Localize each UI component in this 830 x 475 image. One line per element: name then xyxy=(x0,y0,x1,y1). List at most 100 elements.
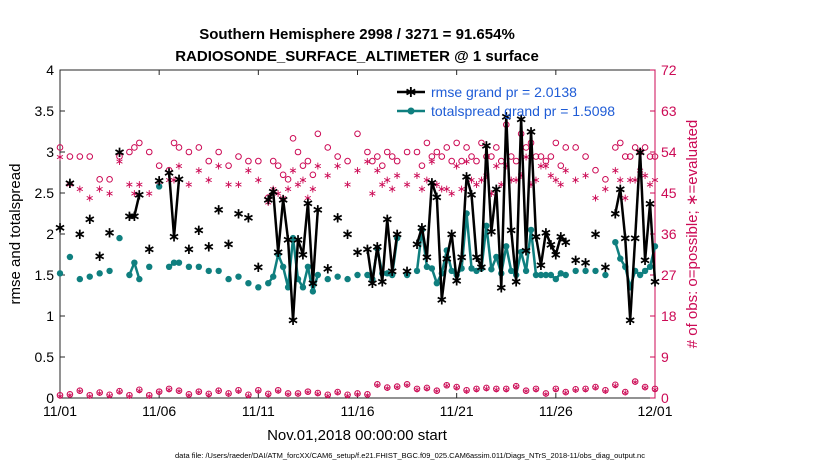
rmse-line-segment xyxy=(286,239,295,321)
totalspread-point xyxy=(612,239,619,246)
obs-possible-point xyxy=(66,391,74,398)
obs-evaluated-point: ∗ xyxy=(130,188,139,200)
obs-evaluated-point: ∗ xyxy=(115,156,124,168)
obs-evaluated-point-bottom: ∗ xyxy=(126,391,134,401)
totalspread-line-segment xyxy=(485,225,493,270)
data-file-footer: data file: /Users/raeder/DAI/ATM_forcXX/… xyxy=(175,451,645,460)
obs-possible-point xyxy=(225,162,232,169)
x-axis: 11/01 11/06 11/11 11/16 11/21 11/26 12/01 xyxy=(43,70,673,419)
totalspread-point xyxy=(602,271,609,279)
obs-evaluated-point-bottom: ∗ xyxy=(274,386,282,396)
obs-evaluated-point-bottom: ∗ xyxy=(602,386,610,396)
obs-evaluated-point-bottom: ∗ xyxy=(463,386,471,396)
obs-evaluated-point: ∗ xyxy=(308,183,317,195)
obs-possible-point xyxy=(542,390,550,397)
obs-evaluated-point: ∗ xyxy=(581,170,590,182)
rmse-point: ∗ xyxy=(589,226,602,243)
rmse-point: ∗ xyxy=(202,238,215,255)
obs-evaluated-point: ∗ xyxy=(383,174,392,186)
rmse-point: ∗ xyxy=(530,228,543,245)
totalspread-point xyxy=(542,271,550,279)
obs-possible-point xyxy=(433,387,441,395)
totalspread-line-segment xyxy=(529,229,538,276)
totalspread-point xyxy=(428,265,436,272)
obs-possible-point xyxy=(255,386,262,394)
obs-evaluated-point: ∗ xyxy=(427,156,436,168)
totalspread-line-segment xyxy=(505,246,513,272)
obs-evaluated-point-bottom: ∗ xyxy=(641,383,649,393)
obs-possible-point xyxy=(304,157,312,165)
rmse-point: ∗ xyxy=(297,247,310,264)
obs-evaluated-point: ∗ xyxy=(546,170,555,182)
obs-possible-point xyxy=(592,383,599,391)
obs-possible-point xyxy=(145,391,153,399)
obs-evaluated-point-bottom: ∗ xyxy=(195,387,203,397)
obs-possible-point xyxy=(145,148,153,156)
obs-possible-point xyxy=(448,157,456,165)
legend: ∗ rmse grand pr = 2.0138 totalspread gra… xyxy=(397,84,615,119)
x-tick-label: 11/16 xyxy=(341,403,375,419)
obs-evaluated-point: ∗ xyxy=(487,188,496,200)
rmse-point: ∗ xyxy=(510,274,523,291)
obs-possible-point xyxy=(522,387,530,395)
totalspread-point xyxy=(646,263,654,270)
rmse-point: ∗ xyxy=(267,183,280,200)
rmse-point: ∗ xyxy=(629,230,642,247)
y-axis-left: 0 0.5 1 1.5 2 2.5 3 3.5 4 xyxy=(35,62,65,406)
totalspread-point xyxy=(503,243,510,250)
legend-spread-marker xyxy=(407,107,415,115)
obs-evaluated-point-bottom: ∗ xyxy=(562,388,570,398)
obs-possible-point xyxy=(602,176,609,183)
rmse-point: ∗ xyxy=(371,238,384,255)
totalspread-point xyxy=(314,271,322,279)
obs-evaluated-point: ∗ xyxy=(452,161,461,173)
rmse-point: ∗ xyxy=(287,312,300,329)
obs-possible-point xyxy=(468,153,475,160)
obs-possible-point xyxy=(512,382,520,390)
obs-evaluated-point: ∗ xyxy=(521,152,530,164)
totalspread-point xyxy=(146,263,153,270)
totalspread-point xyxy=(175,259,183,266)
totalspread-point xyxy=(448,267,455,275)
rmse-line-segment xyxy=(643,203,652,261)
rmse-point: ∗ xyxy=(555,228,568,245)
rmse-line-segment xyxy=(470,194,478,258)
rmse-line-segment xyxy=(291,239,300,321)
rmse-point: ∗ xyxy=(426,174,439,191)
obs-possible-point xyxy=(235,386,242,394)
rmse-series: ∗∗∗∗∗∗∗∗∗∗∗∗∗∗∗∗∗∗∗∗∗∗∗∗∗∗∗∗∗∗∗∗∗∗∗∗∗∗∗∗… xyxy=(54,109,662,329)
obs-possible-point xyxy=(314,130,322,138)
totalspread-point xyxy=(66,253,74,261)
obs-possible-point xyxy=(344,391,351,399)
obs-evaluated-point: ∗ xyxy=(640,170,649,182)
rmse-point: ∗ xyxy=(505,222,518,239)
obs-evaluated-point: ∗ xyxy=(293,179,302,191)
rmse-point: ∗ xyxy=(485,224,498,241)
obs-possible-point xyxy=(369,157,376,165)
obs-evaluated-point-bottom: ∗ xyxy=(66,390,74,400)
rmse-line-segment xyxy=(534,236,543,266)
rmse-point: ∗ xyxy=(649,274,662,291)
obs-possible-point xyxy=(383,384,391,391)
obs-possible-point xyxy=(136,386,143,394)
obs-evaluated-point: ∗ xyxy=(388,183,397,195)
rmse-point: ∗ xyxy=(490,181,503,198)
y-right-tick-label: 54 xyxy=(661,144,677,160)
obs-evaluated-point-bottom: ∗ xyxy=(612,380,620,390)
obs-possible-point xyxy=(364,391,371,398)
obs-possible-point xyxy=(572,386,579,393)
obs-evaluated-point-bottom: ∗ xyxy=(304,387,312,397)
obs-evaluated-point-bottom: ∗ xyxy=(76,386,84,396)
totalspread-point xyxy=(617,255,624,262)
totalspread-point xyxy=(265,280,272,287)
obs-possible-point xyxy=(314,389,322,397)
totalspread-point xyxy=(468,265,475,272)
totalspread-point xyxy=(641,267,649,275)
rmse-point: ∗ xyxy=(440,251,453,268)
rmse-line-segment xyxy=(628,238,637,321)
rmse-point: ∗ xyxy=(525,124,538,141)
rmse-point: ∗ xyxy=(515,111,528,128)
totalspread-point xyxy=(195,263,203,270)
totalspread-point xyxy=(324,275,331,283)
